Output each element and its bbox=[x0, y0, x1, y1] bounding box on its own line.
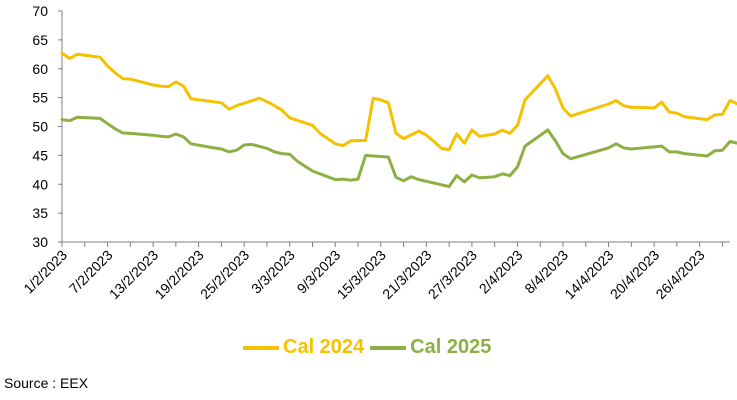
y-tick-label: 60 bbox=[32, 61, 48, 77]
legend-label-cal-2024: Cal 2024 bbox=[283, 336, 365, 358]
x-tick-label: 2/4/2023 bbox=[476, 247, 526, 297]
y-tick-label: 30 bbox=[32, 234, 48, 250]
series-line-cal-2024 bbox=[60, 51, 737, 152]
x-tick-label: 26/4/2023 bbox=[652, 247, 708, 303]
x-tick-label: 1/2/2023 bbox=[20, 247, 70, 297]
legend-swatch-cal-2024 bbox=[243, 345, 279, 350]
y-tick-label: 40 bbox=[32, 176, 48, 192]
y-tick-label: 35 bbox=[32, 205, 48, 221]
y-tick-label: 70 bbox=[32, 3, 48, 19]
x-tick-label: 25/2/2023 bbox=[197, 247, 253, 303]
x-tick-label: 3/3/2023 bbox=[248, 247, 298, 297]
legend-item-cal-2024: Cal 2024 bbox=[243, 336, 364, 359]
series-line-cal-2025 bbox=[60, 115, 737, 189]
source-note: Source : EEX bbox=[4, 375, 89, 391]
y-axis: 30 35 40 45 50 55 60 65 70 bbox=[32, 3, 63, 250]
y-tick-label: 45 bbox=[32, 147, 48, 163]
series-layer bbox=[60, 51, 737, 189]
x-tick-label: 27/3/2023 bbox=[425, 247, 481, 303]
legend-label-cal-2025: Cal 2025 bbox=[410, 336, 492, 358]
y-tick-label: 55 bbox=[32, 90, 48, 106]
legend: Cal 2024 Cal 2025 bbox=[243, 336, 497, 359]
legend-item-cal-2025: Cal 2025 bbox=[370, 336, 491, 359]
legend-swatch-cal-2025 bbox=[370, 345, 407, 350]
y-tick-label: 50 bbox=[32, 119, 48, 135]
x-axis: 1/2/20237/2/202313/2/202319/2/202325/2/2… bbox=[20, 241, 730, 303]
y-tick-label: 65 bbox=[32, 32, 48, 48]
